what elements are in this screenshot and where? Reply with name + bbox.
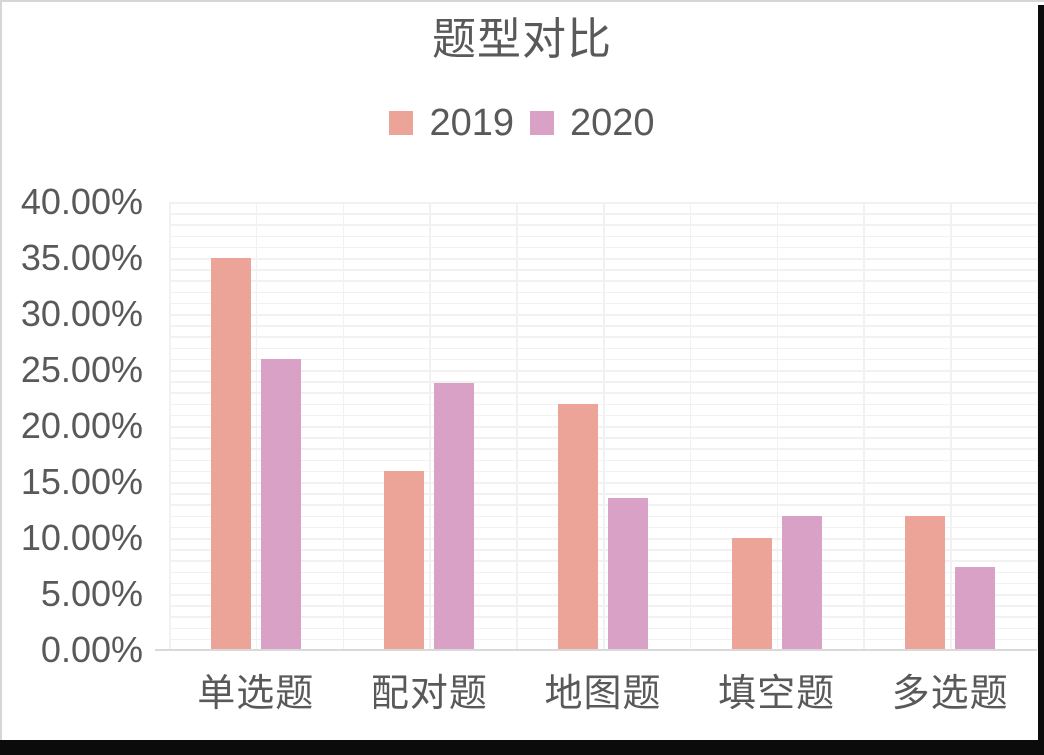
x-tick-label-多选题: 多选题	[891, 673, 1009, 715]
screenshot-top-border	[0, 0, 1044, 2]
legend-swatch-2020	[530, 111, 554, 135]
bar-2020-地图题	[608, 497, 648, 650]
legend-label-2019: 2019	[429, 102, 514, 144]
bar-2019-地图题	[558, 403, 598, 650]
legend-swatch-2019	[389, 111, 414, 135]
y-tick-label-15: 15.00%	[20, 461, 143, 502]
y-tick-label-25: 25.00%	[20, 349, 143, 390]
y-tick-label-10: 10.00%	[20, 517, 143, 558]
screenshot-right-edge-bar	[1038, 5, 1044, 755]
gridline-v	[169, 202, 171, 650]
bar-2020-多选题	[955, 567, 996, 650]
gridline-v	[776, 202, 779, 650]
legend-label-2020: 2020	[570, 102, 655, 144]
bar-2019-单选题	[210, 258, 251, 650]
chart-title: 题型对比	[432, 15, 612, 64]
x-tick-label-配对题: 配对题	[370, 673, 488, 715]
gridline-v	[516, 202, 518, 650]
bar-2019-多选题	[905, 515, 946, 650]
legend-item-2019: 2019	[389, 103, 514, 143]
gridline-v	[255, 202, 258, 650]
y-tick-label-0: 0.00%	[40, 629, 143, 670]
bar-2020-配对题	[434, 383, 475, 650]
gridline-v	[950, 202, 952, 650]
y-tick-label-5: 5.00%	[40, 573, 143, 614]
x-tick-label-单选题: 单选题	[197, 673, 315, 715]
y-tick-label-20: 20.00%	[20, 405, 143, 446]
y-tick-label-35: 35.00%	[20, 237, 143, 278]
screenshot-bottom-edge-bar	[0, 740, 1044, 755]
bar-2020-填空题	[781, 515, 822, 650]
bar-2019-填空题	[731, 538, 772, 650]
legend-item-2020: 2020	[530, 103, 655, 143]
gridline-v	[429, 202, 431, 650]
y-tick-label-40: 40.00%	[20, 181, 143, 222]
bar-2020-单选题	[260, 358, 301, 650]
gridline-v	[689, 202, 692, 650]
gridline-v	[1037, 202, 1039, 650]
x-axis-line	[155, 649, 1037, 651]
chart-legend: 2019 2020	[0, 102, 1044, 144]
gridline-v	[603, 202, 605, 650]
x-tick-label-填空题: 填空题	[718, 673, 836, 715]
gridline-v	[342, 202, 345, 650]
bar-2019-配对题	[384, 470, 425, 650]
screenshot-left-border	[0, 0, 2, 740]
x-tick-label-地图题: 地图题	[544, 673, 662, 715]
y-tick-label-30: 30.00%	[20, 293, 143, 334]
gridline-v	[863, 202, 865, 650]
